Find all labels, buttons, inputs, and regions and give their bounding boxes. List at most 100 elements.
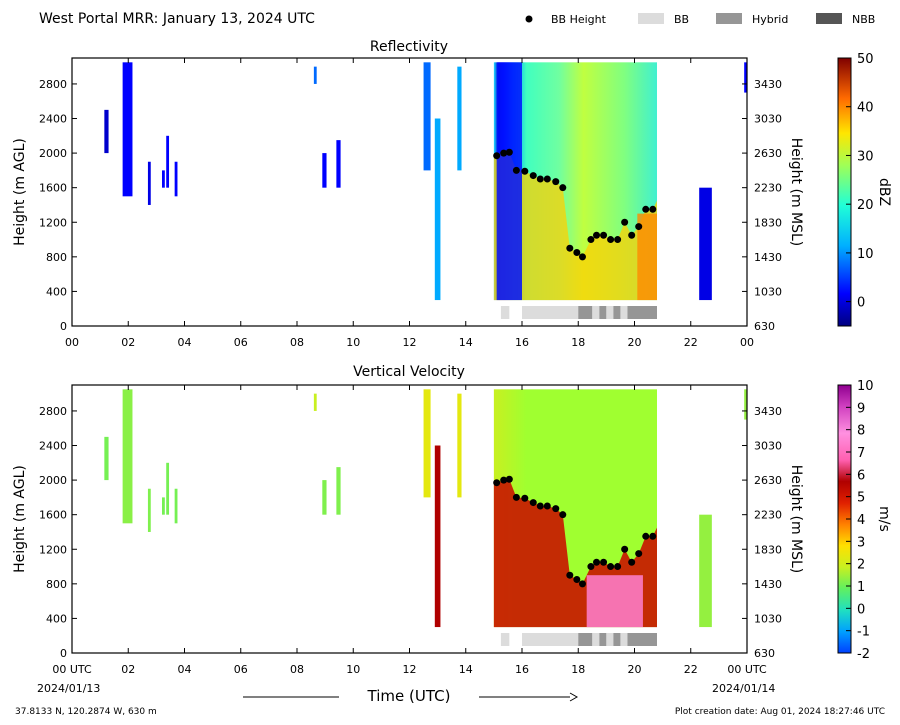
station-location: 37.8133 N, 120.2874 W, 630 m [15,707,157,717]
y-tick-label-right: 1830 [754,216,782,229]
velocity-colorbar: -2 -1 0 1 2 3 4 5 6 7 8 9 10 m/s [837,379,892,662]
echo-6 [313,393,317,411]
y-tick-label: 400 [46,612,67,625]
echo-6 [313,66,317,84]
legend: BB Height BB Hybrid NBB [525,13,875,26]
bb-height-point [559,184,567,192]
legend-bb-label: BB [674,13,689,26]
legend-hybrid-label: Hybrid [752,13,788,26]
x-tick-label: 12 [403,336,417,349]
echo-0 [104,109,109,154]
bb-height-point [649,532,657,540]
legend-nbb-label: NBB [852,13,875,26]
y-tick-label-right: 2630 [754,147,782,160]
colorbar-tick-label: 20 [857,198,874,213]
bb-height-point [536,502,544,510]
below-bb-reflectivity [493,152,657,301]
bb-type-segment [578,306,593,319]
bb-height-point [552,505,560,513]
reflectivity-ylabel-right: Height (m MSL) [788,138,804,247]
bb-height-point [493,152,501,160]
velocity-ylabel-right: Height (m MSL) [788,465,804,574]
legend-bb-swatch [638,13,664,24]
echo-1 [122,62,133,197]
colorbar-tick-label: -2 [857,647,870,662]
x-tick-label: 02 [121,336,135,349]
bb-type-segment [592,633,600,646]
echo-10 [434,445,441,628]
y-tick-label: 1200 [39,216,67,229]
y-tick-label-right: 630 [754,647,775,660]
reflectivity-colorbar-gradient [837,57,852,327]
y-tick-label: 1200 [39,543,67,556]
x-tick-label: 20 [628,663,642,676]
echo-4 [166,462,170,515]
x-tick-label: 22 [684,336,698,349]
y-tick-label: 2800 [39,78,67,91]
bb-height-point [573,576,581,584]
velocity-axes: 00 UTC 02 04 06 08 10 12 14 16 18 20 22 00 UTC 0 630 40… [39,385,782,676]
x-tick-label: 16 [515,663,529,676]
x-tick-label: 16 [515,336,529,349]
bb-type-segment [599,633,607,646]
echo-2 [147,488,151,532]
x-tick-label: 06 [234,663,248,676]
y-tick-label: 2400 [39,113,67,126]
x-tick-label: 06 [234,336,248,349]
y-tick-label-right: 3430 [754,78,782,91]
velocity-colorbar-label: m/s [876,506,892,532]
y-tick-label-right: 2630 [754,474,782,487]
bb-height-point [578,580,586,588]
bb-height-point [529,172,537,180]
bb-type-segment [578,633,593,646]
time-axis-label: Time (UTC) [367,687,451,705]
reflectivity-panel: Reflectivity 00 02 04 06 08 10 12 14 16 18 20 22 000… [12,39,892,349]
bb-height-point [536,175,544,183]
echo-13 [744,62,747,93]
reflectivity-colorbar-ticks: 0 10 20 30 40 50 [846,52,874,311]
y-tick-label: 1600 [39,509,67,522]
reflectivity-ylabel: Height (m AGL) [12,138,28,246]
bb-height-point [552,178,560,186]
x-tick-label: 22 [684,663,698,676]
bb-type-segment [613,633,621,646]
bb-height-point [628,231,636,239]
bb-height-point [642,205,650,213]
bb-height-point [593,558,601,566]
bb-height-point [566,571,574,579]
legend-bb-height-marker [525,15,533,23]
y-tick-label: 400 [46,285,67,298]
x-tick-label: 04 [178,663,192,676]
bb-height-point [512,166,520,174]
reflectivity-title: Reflectivity [370,39,448,55]
y-tick-label-right: 1430 [754,578,782,591]
y-tick-label-right: 3430 [754,405,782,418]
y-tick-label-right: 1030 [754,612,782,625]
bb-type-segment [606,633,614,646]
bb-height-point [521,494,529,502]
colorbar-tick-label: 10 [857,247,874,262]
colorbar-tick-label: 8 [857,424,865,439]
bb-height-point [587,236,595,244]
echo-11 [457,66,462,171]
bb-type-segment [599,306,607,319]
x-tick-label: 08 [290,663,304,676]
colorbar-tick-label: 3 [857,535,865,550]
colorbar-tick-label: 50 [857,52,874,67]
y-tick-label-right: 2230 [754,182,782,195]
x-tick-label: 18 [571,663,585,676]
bb-height-point [543,175,551,183]
echo-11 [457,393,462,498]
bb-height-point [566,244,574,252]
y-tick-label-right: 2230 [754,509,782,522]
echo-9 [423,62,431,171]
high-velocity-core [586,575,643,628]
echo-12 [699,187,712,301]
x-tick-label: 10 [346,663,360,676]
bb-height-point [543,502,551,510]
velocity-panel: Vertical Velocity 00 UTC 02 04 06 08 10 12 14 16… [12,364,892,676]
echo-12 [699,514,712,628]
bb-height-point [573,249,581,257]
bb-height-point [493,479,501,487]
bb-height-point [628,558,636,566]
